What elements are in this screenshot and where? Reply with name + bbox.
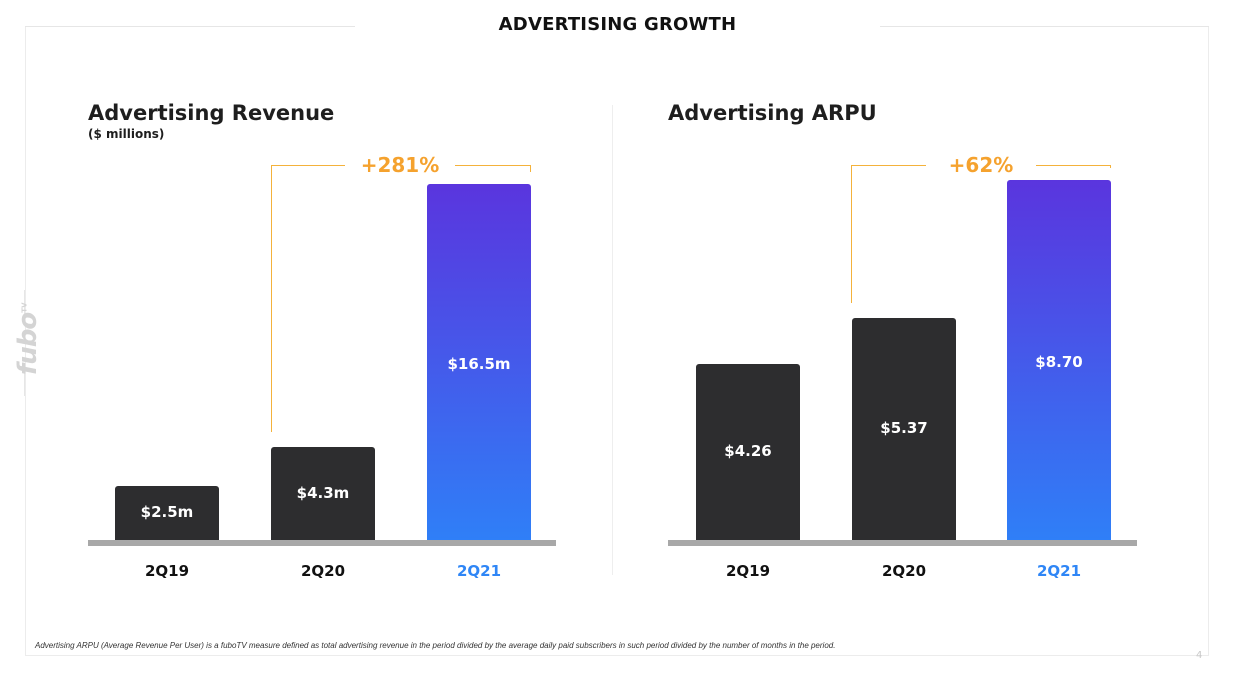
- arpu-chart-title: Advertising ARPU: [668, 101, 877, 125]
- slide-frame: [25, 26, 1209, 656]
- revenue-baseline: [88, 540, 556, 546]
- panel-divider: [612, 105, 613, 575]
- arpu-category-2q20: 2Q20: [881, 562, 927, 580]
- revenue-chart-subtitle: ($ millions): [88, 127, 165, 141]
- revenue-growth-bracket-left: [271, 165, 272, 433]
- revenue-chart-title: Advertising Revenue: [88, 101, 335, 125]
- arpu-data-label-2q21: $8.70: [1035, 352, 1083, 371]
- revenue-category-2q21: 2Q21: [456, 562, 502, 580]
- revenue-data-label-2q19: $2.5m: [140, 503, 194, 522]
- revenue-growth-label: +281%: [345, 153, 455, 177]
- revenue-bar-2q20: [271, 447, 375, 540]
- footnote: Advertising ARPU (Average Revenue Per Us…: [35, 641, 836, 650]
- arpu-growth-bracket-right: [1110, 165, 1111, 168]
- arpu-category-2q19: 2Q19: [725, 562, 771, 580]
- frame-top-rule-right: [880, 26, 1209, 27]
- revenue-category-2q20: 2Q20: [300, 562, 346, 580]
- arpu-data-label-2q20: $5.37: [880, 418, 928, 437]
- arpu-baseline: [668, 540, 1137, 546]
- arpu-growth-bracket-left: [851, 165, 852, 303]
- arpu-bar-2q19: [696, 363, 800, 540]
- arpu-growth-label: +62%: [926, 153, 1036, 177]
- logo-rule-top: [24, 290, 25, 314]
- revenue-data-label-2q21: $16.5m: [447, 354, 511, 373]
- slide-title: ADVERTISING GROWTH: [498, 14, 737, 35]
- logo-text: fubo: [13, 312, 43, 375]
- logo-tv-mark: TV: [20, 302, 29, 313]
- revenue-bar-2q19: [115, 486, 219, 540]
- arpu-category-2q21: 2Q21: [1036, 562, 1082, 580]
- frame-top-rule-left: [25, 26, 355, 27]
- revenue-growth-bracket-right: [530, 165, 531, 172]
- revenue-category-2q19: 2Q19: [144, 562, 190, 580]
- arpu-bar-2q20: [852, 317, 956, 540]
- fubo-logo: fuboTV: [13, 303, 43, 376]
- page-number: 4: [1196, 650, 1203, 661]
- arpu-data-label-2q19: $4.26: [724, 441, 772, 460]
- logo-rule-bottom: [24, 372, 25, 396]
- revenue-data-label-2q20: $4.3m: [296, 483, 350, 502]
- arpu-bar-2q21: [1007, 179, 1111, 540]
- revenue-bar-2q21: [427, 183, 531, 540]
